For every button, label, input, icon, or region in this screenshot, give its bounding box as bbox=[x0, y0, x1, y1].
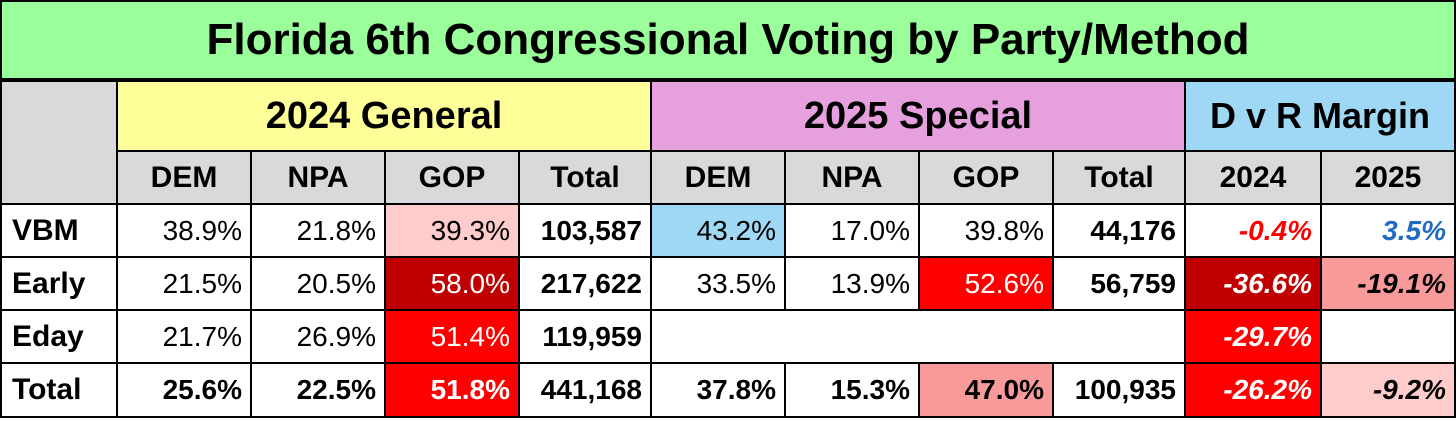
vbm-general-npa: 21.8% bbox=[250, 203, 386, 258]
vbm-special-npa: 17.0% bbox=[784, 203, 920, 258]
total-margin-2024: -26.2% bbox=[1184, 362, 1322, 418]
vbm-special-gop: 39.8% bbox=[918, 203, 1054, 258]
subheader-margin-2024: 2024 bbox=[1184, 150, 1322, 205]
subheader-special-total: Total bbox=[1052, 150, 1186, 205]
early-general-total: 217,622 bbox=[518, 256, 652, 311]
row-label-vbm: VBM bbox=[0, 203, 118, 258]
early-special-npa: 13.9% bbox=[784, 256, 920, 311]
subheader-general-total: Total bbox=[518, 150, 652, 205]
eday-general-gop: 51.4% bbox=[384, 309, 520, 364]
early-general-npa: 20.5% bbox=[250, 256, 386, 311]
eday-general-npa: 26.9% bbox=[250, 309, 386, 364]
subheader-general-gop: GOP bbox=[384, 150, 520, 205]
total-special-total: 100,935 bbox=[1052, 362, 1186, 418]
row-label-early: Early bbox=[0, 256, 118, 311]
vbm-margin-2024: -0.4% bbox=[1184, 203, 1322, 258]
row-label-total: Total bbox=[0, 362, 118, 418]
early-special-gop: 52.6% bbox=[918, 256, 1054, 311]
early-general-dem: 21.5% bbox=[116, 256, 252, 311]
vbm-margin-2025: 3.5% bbox=[1320, 203, 1456, 258]
vbm-special-total: 44,176 bbox=[1052, 203, 1186, 258]
eday-special-empty bbox=[650, 309, 1186, 364]
subheader-special-npa: NPA bbox=[784, 150, 920, 205]
eday-margin-2025 bbox=[1320, 309, 1456, 364]
total-margin-2025: -9.2% bbox=[1320, 362, 1456, 418]
subheader-general-npa: NPA bbox=[250, 150, 386, 205]
eday-general-total: 119,959 bbox=[518, 309, 652, 364]
total-general-gop: 51.8% bbox=[384, 362, 520, 418]
total-special-dem: 37.8% bbox=[650, 362, 786, 418]
group-header-2025-special: 2025 Special bbox=[650, 80, 1186, 152]
subheader-special-dem: DEM bbox=[650, 150, 786, 205]
total-general-dem: 25.6% bbox=[116, 362, 252, 418]
total-general-total: 441,168 bbox=[518, 362, 652, 418]
row-label-eday: Eday bbox=[0, 309, 118, 364]
early-general-gop: 58.0% bbox=[384, 256, 520, 311]
early-margin-2025: -19.1% bbox=[1320, 256, 1456, 311]
early-special-dem: 33.5% bbox=[650, 256, 786, 311]
group-header-2024-general: 2024 General bbox=[116, 80, 652, 152]
eday-margin-2024: -29.7% bbox=[1184, 309, 1322, 364]
vbm-general-total: 103,587 bbox=[518, 203, 652, 258]
vbm-general-gop: 39.3% bbox=[384, 203, 520, 258]
corner-cell bbox=[0, 80, 118, 205]
early-margin-2024: -36.6% bbox=[1184, 256, 1322, 311]
early-special-total: 56,759 bbox=[1052, 256, 1186, 311]
vbm-general-dem: 38.9% bbox=[116, 203, 252, 258]
subheader-margin-2025: 2025 bbox=[1320, 150, 1456, 205]
subheader-general-dem: DEM bbox=[116, 150, 252, 205]
subheader-special-gop: GOP bbox=[918, 150, 1054, 205]
total-special-gop: 47.0% bbox=[918, 362, 1054, 418]
total-general-npa: 22.5% bbox=[250, 362, 386, 418]
group-header-dvr-margin: D v R Margin bbox=[1184, 80, 1456, 152]
vbm-special-dem: 43.2% bbox=[650, 203, 786, 258]
eday-general-dem: 21.7% bbox=[116, 309, 252, 364]
table-title: Florida 6th Congressional Voting by Part… bbox=[0, 0, 1456, 80]
total-special-npa: 15.3% bbox=[784, 362, 920, 418]
